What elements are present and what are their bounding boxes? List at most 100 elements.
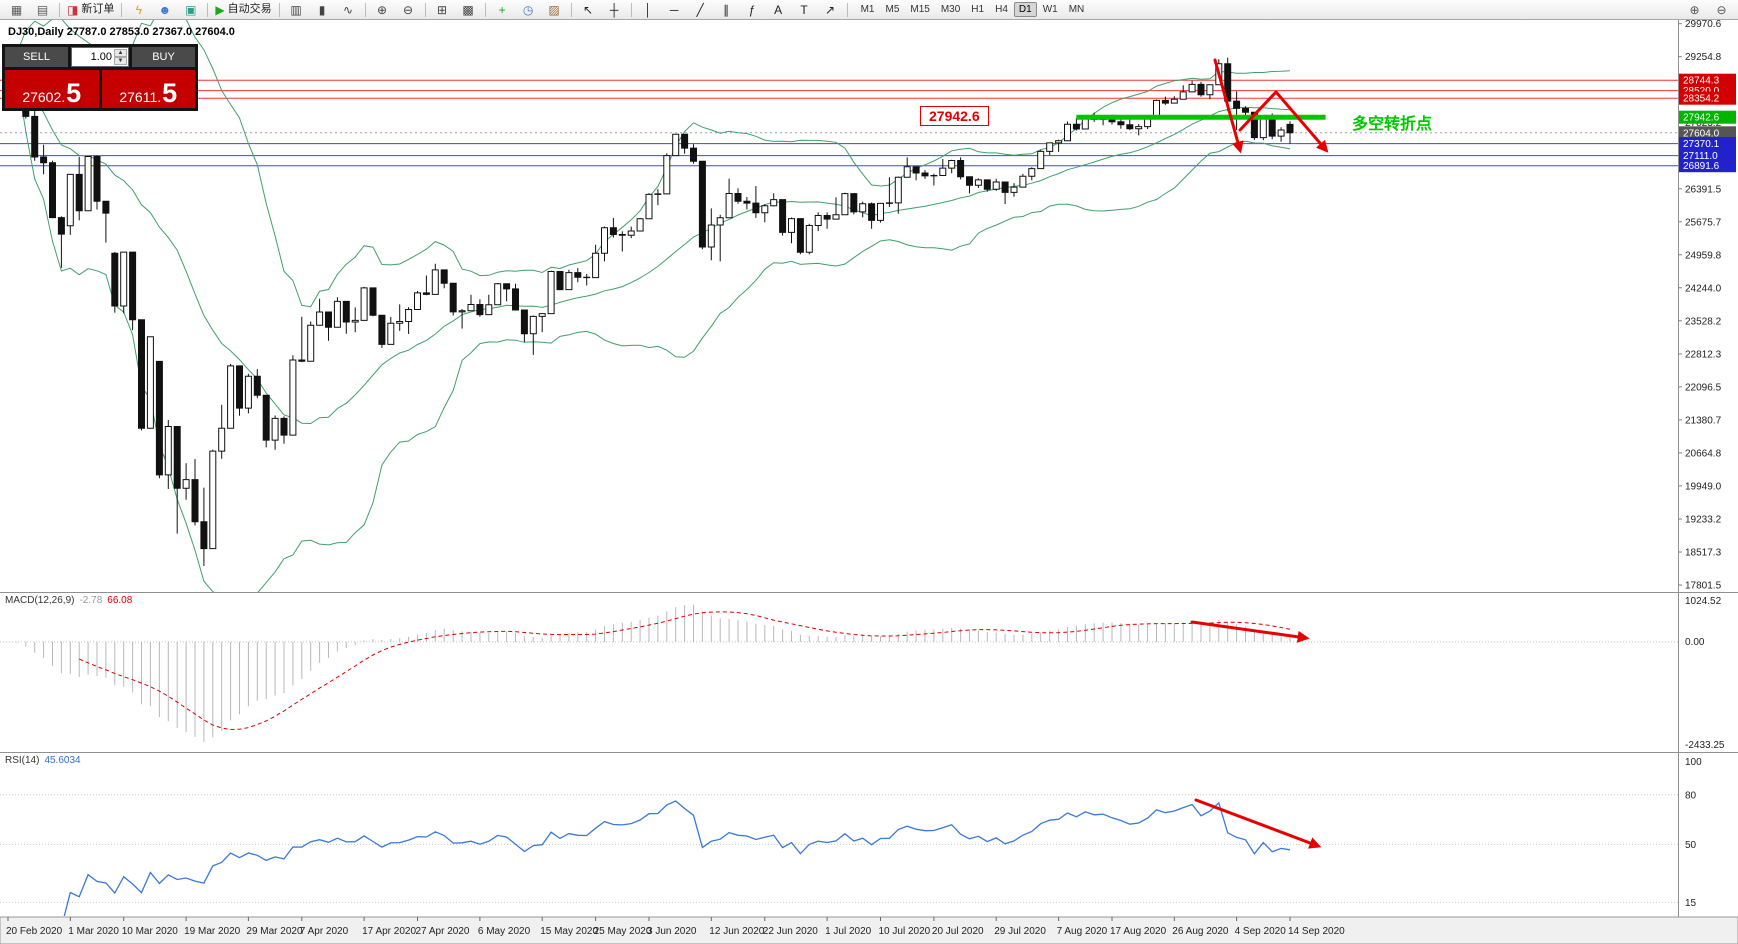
timeframe-w1[interactable]: W1: [1042, 4, 1058, 15]
date-tick-label: 6 May 2020: [478, 926, 531, 937]
price-tick-label: 26391.5: [1685, 184, 1722, 195]
toolbar-separator: [846, 2, 848, 17]
crosshair-icon[interactable]: ┼: [602, 0, 627, 19]
timeframe-m30[interactable]: M30: [940, 4, 961, 15]
date-tick-label: 4 Sep 2020: [1235, 926, 1287, 937]
date-tick-label: 12 Jun 2020: [709, 926, 764, 937]
new-chart-icon[interactable]: ▦: [4, 0, 29, 19]
price-badge-28744.3: 28744.3: [1679, 73, 1736, 87]
hline-icon[interactable]: ─: [662, 0, 687, 19]
timeframe-mn[interactable]: MN: [1068, 4, 1085, 15]
timeframe-d1[interactable]: D1: [1013, 2, 1037, 17]
trendline-icon[interactable]: ╱: [688, 0, 713, 19]
bollinger-upper: [16, 20, 1291, 308]
sell-price-button[interactable]: 27602. 5: [5, 70, 99, 108]
hline-icon: ─: [669, 2, 679, 17]
indicators-icon[interactable]: +: [490, 0, 515, 19]
zoom-in-icon: ⊕: [377, 2, 388, 17]
volume-down-icon[interactable]: ▼: [114, 57, 127, 65]
macd-tick-label: -2433.25: [1685, 740, 1725, 751]
periods-icon[interactable]: ◷: [516, 0, 541, 19]
magnifier-minus-icon: ⊖: [1716, 2, 1727, 17]
toolbar-separator: [59, 2, 60, 17]
zoom-in-icon[interactable]: ⊕: [370, 0, 395, 19]
turning-point-note[interactable]: 多空转折点: [1352, 116, 1433, 133]
chart-profiles-icon[interactable]: ▤: [30, 0, 55, 19]
rsi-name: RSI(14): [5, 755, 40, 766]
community-icon[interactable]: ☻: [152, 0, 177, 19]
chart-bars-icon[interactable]: ▥: [284, 0, 309, 19]
cursor-icon[interactable]: ↖: [576, 0, 601, 19]
price-annotation-box[interactable]: 27942.6: [920, 106, 989, 126]
indicators-icon: +: [498, 2, 506, 17]
timeframe-m15[interactable]: M15: [910, 4, 930, 15]
price-tick-label: 24959.8: [1685, 250, 1722, 261]
price-tick-label: 29254.8: [1685, 52, 1722, 63]
date-tick-label: 29 Mar 2020: [246, 926, 303, 937]
date-tick-label: 25 May 2020: [594, 926, 652, 937]
red-arrow-annotation[interactable]: [1194, 798, 1322, 849]
red-arrow-annotation[interactable]: [1190, 620, 1310, 643]
market-icon[interactable]: ▣: [178, 0, 203, 19]
arrows-icon[interactable]: ↗: [818, 0, 843, 19]
buy-button[interactable]: BUY: [132, 47, 195, 67]
channel-icon[interactable]: ∥: [714, 0, 739, 19]
rsi-tick-label: 80: [1685, 790, 1697, 801]
chart-line-icon[interactable]: ∿: [336, 0, 361, 19]
volume-up-icon[interactable]: ▲: [114, 49, 127, 57]
svg-text:28520.0: 28520.0: [1683, 86, 1720, 97]
red-arrow-annotation[interactable]: [1238, 90, 1329, 153]
bollinger-lower: [16, 74, 1291, 592]
templates-icon[interactable]: ▨: [542, 0, 567, 19]
buy-price-button[interactable]: 27611. 5: [101, 70, 195, 109]
cascade-windows-icon: ▩: [462, 2, 474, 17]
timeframe-m5[interactable]: M5: [885, 4, 900, 15]
magnifier-minus-icon[interactable]: ⊖: [1709, 0, 1734, 19]
volume-input[interactable]: [72, 50, 114, 64]
svg-text:26891.6: 26891.6: [1683, 161, 1720, 172]
buy-price-big: 5: [162, 78, 178, 109]
svg-text:28744.3: 28744.3: [1683, 76, 1720, 87]
magnifier-plus-icon[interactable]: ⊕: [1682, 0, 1707, 19]
templates-icon: ▨: [548, 2, 560, 17]
macd-label: MACD(12,26,9) -2.78 66.08: [5, 595, 133, 606]
label-icon: T: [800, 2, 808, 17]
svg-text:28354.2: 28354.2: [1683, 94, 1720, 105]
alerts-icon: ϟ: [135, 2, 143, 17]
red-arrow-annotation[interactable]: [1213, 58, 1244, 154]
fibonacci-icon[interactable]: ƒ: [740, 0, 765, 19]
chart-candles-icon[interactable]: ▮: [310, 0, 335, 19]
timeframe-h1[interactable]: H1: [971, 4, 985, 15]
timeframe-m1[interactable]: M1: [860, 4, 875, 15]
svg-text:27604.0: 27604.0: [1683, 128, 1720, 139]
label-icon[interactable]: T: [792, 0, 817, 19]
zoom-out-icon[interactable]: ⊖: [396, 0, 421, 19]
date-axis[interactable]: [0, 916, 1738, 944]
price-badge-27942.6: 27942.6: [1679, 110, 1736, 124]
price-tick-label: 22096.5: [1685, 382, 1722, 393]
date-tick-label: 17 Aug 2020: [1110, 926, 1167, 937]
macd-histogram: [16, 604, 1291, 742]
date-tick-label: 20 Feb 2020: [6, 926, 63, 937]
rsi-tick-label: 50: [1685, 840, 1697, 851]
alerts-icon[interactable]: ϟ: [126, 0, 151, 19]
rsi-tick-label: 15: [1685, 898, 1697, 909]
cursor-icon: ↖: [583, 2, 594, 17]
new-order-button[interactable]: ◨ 新订单: [64, 0, 117, 19]
rsi-line: [63, 800, 1291, 916]
autotrade-button[interactable]: ▶ 自动交易: [212, 0, 274, 19]
text-icon[interactable]: A: [766, 0, 791, 19]
crosshair-icon: ┼: [609, 2, 619, 17]
toolbar-separator: [630, 2, 632, 17]
sell-button[interactable]: SELL: [5, 47, 68, 67]
autotrade-button-label: 自动交易: [227, 3, 272, 15]
tile-windows-icon[interactable]: ⊞: [430, 0, 455, 19]
cascade-windows-icon[interactable]: ▩: [456, 0, 481, 19]
date-tick-label: 19 Mar 2020: [184, 926, 241, 937]
timeframe-h4[interactable]: H4: [995, 4, 1008, 15]
price-badge-26891.6: 26891.6: [1679, 159, 1736, 173]
macd-signal-line: [79, 611, 1291, 731]
price-tick-label: 19949.0: [1685, 481, 1722, 492]
vline-icon[interactable]: │: [636, 0, 661, 19]
